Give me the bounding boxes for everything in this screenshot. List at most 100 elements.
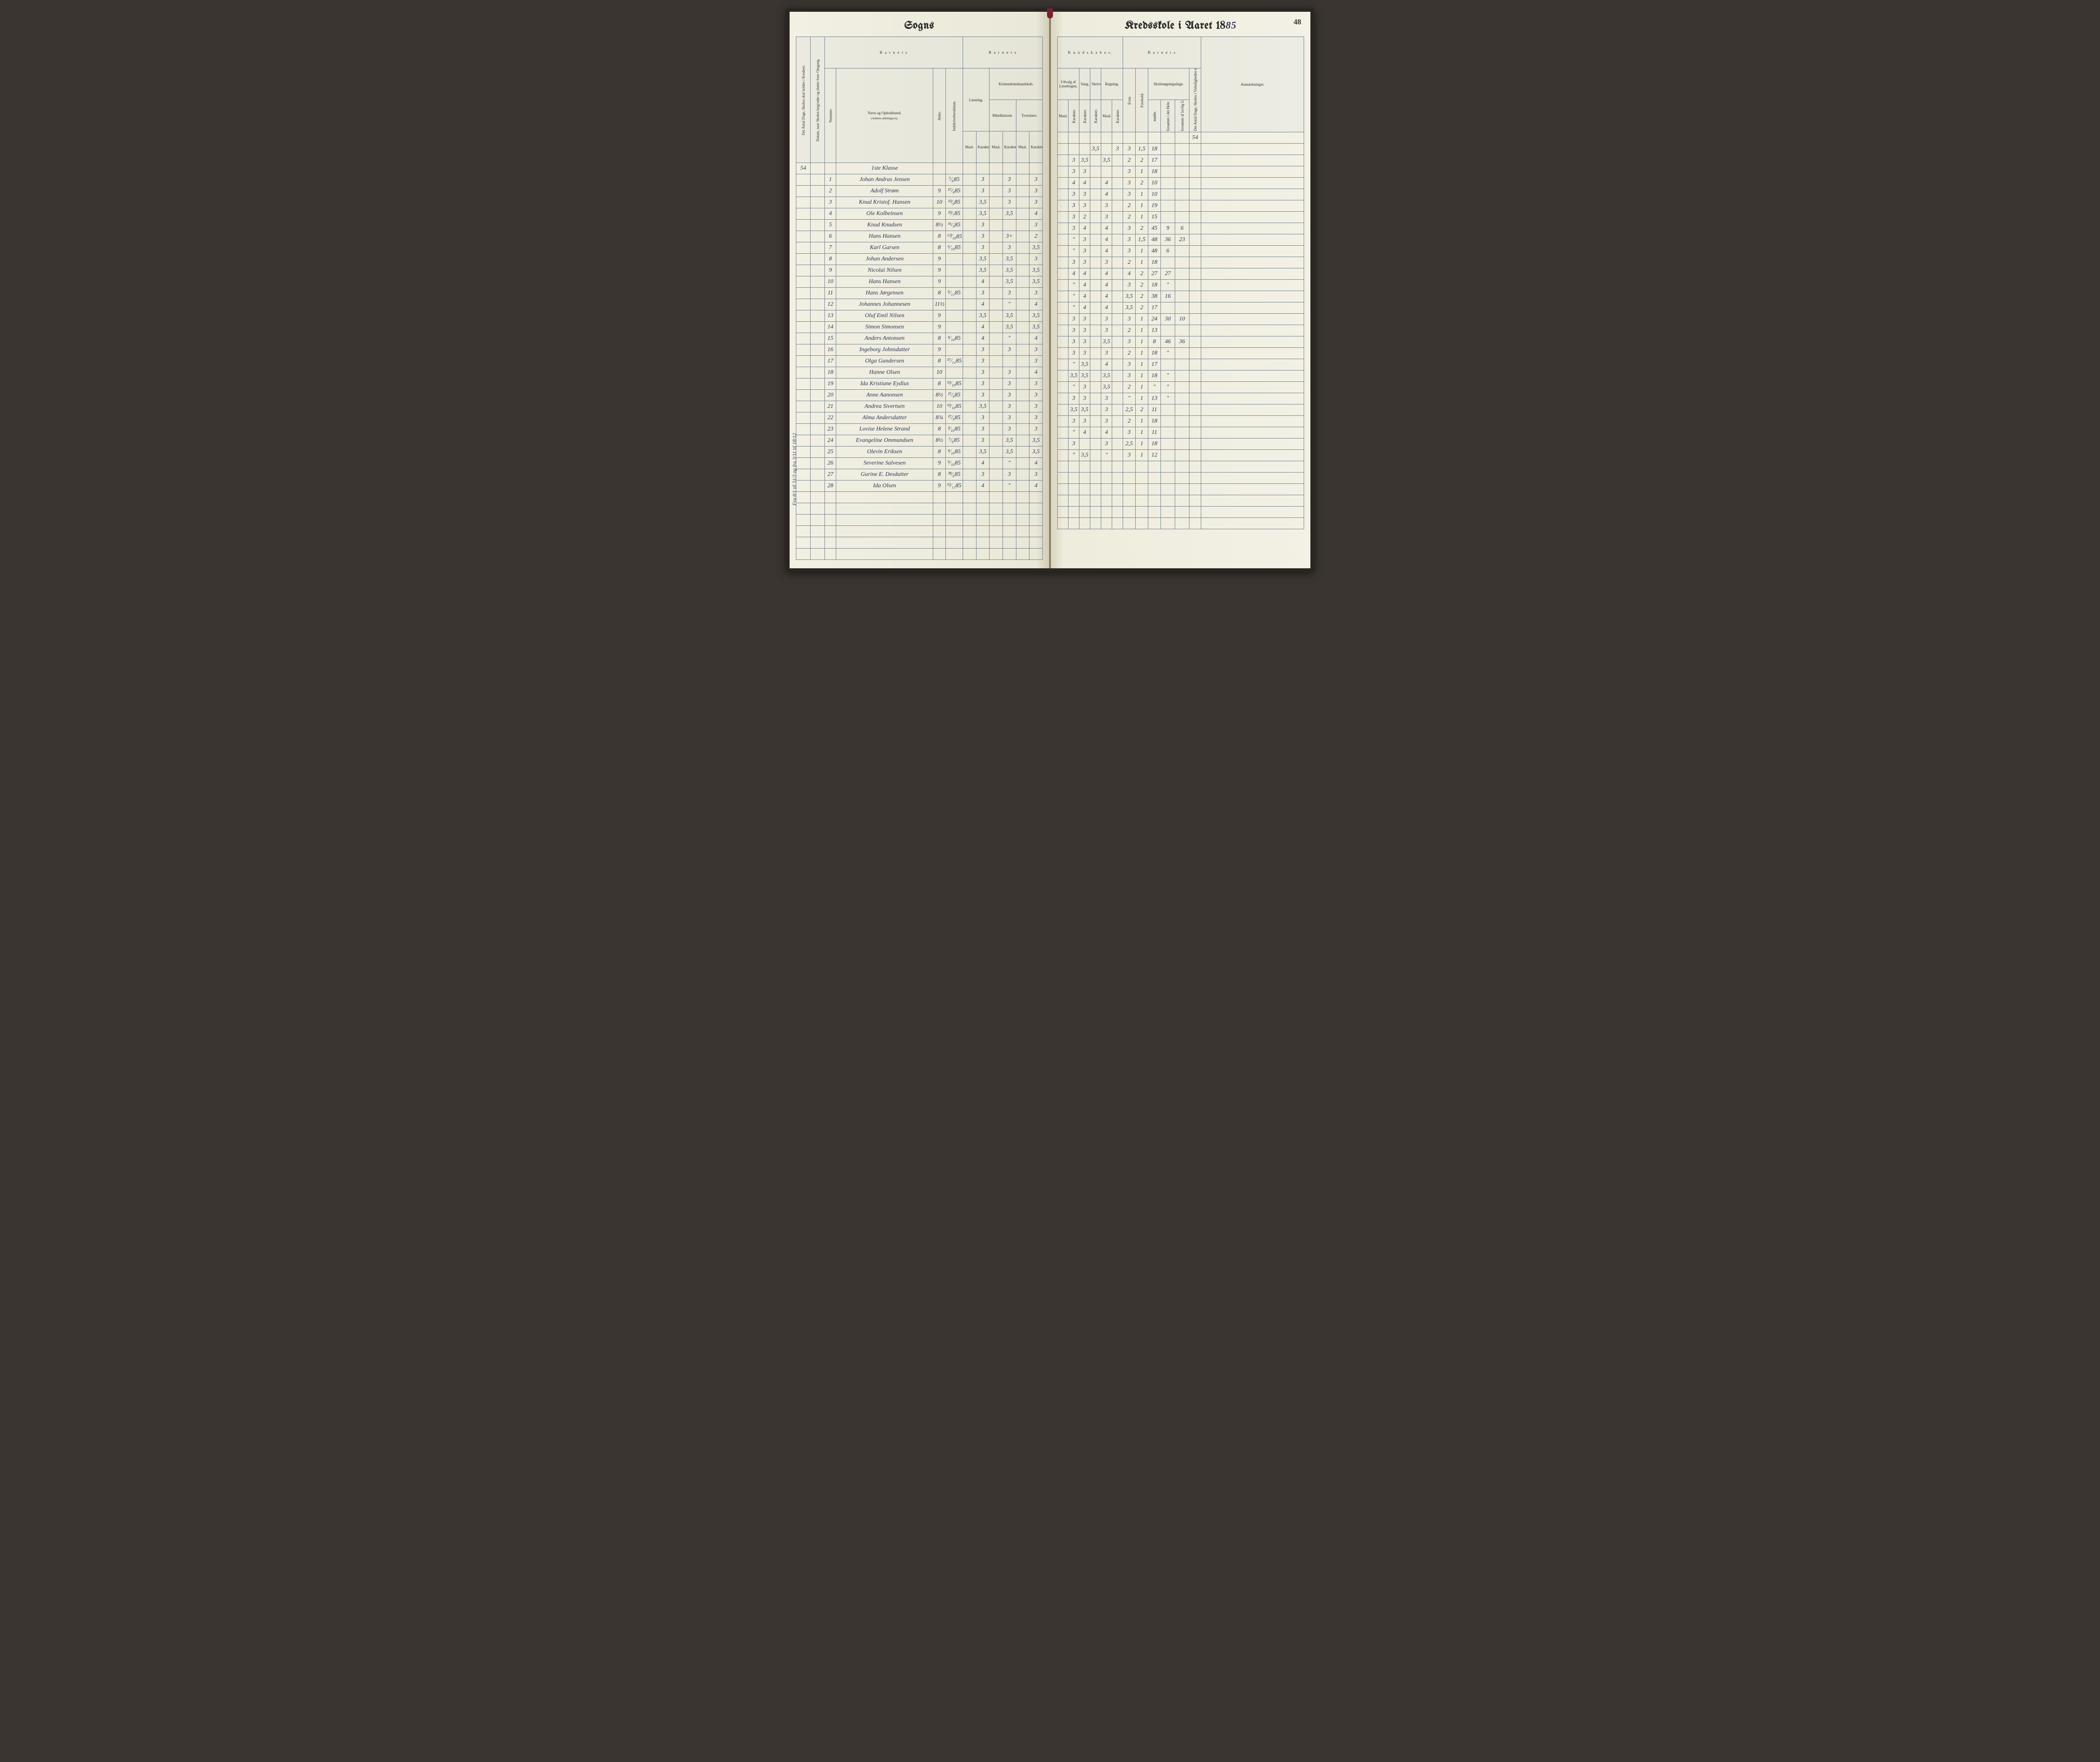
table-row: 3332118	[1058, 257, 1304, 268]
table-row: 10Hans Hansen943,53,5	[796, 276, 1043, 288]
troes-kar: 4	[1029, 367, 1043, 378]
anmerk	[1201, 166, 1304, 178]
enroll-date	[945, 276, 963, 288]
regn-kar	[1112, 257, 1123, 268]
laes-kar: 3	[976, 174, 990, 186]
bibel-kar: 3	[1003, 242, 1016, 254]
row-number: 8	[825, 254, 836, 265]
laes-kar: 3	[976, 390, 990, 401]
bibel-kar: 3	[1003, 378, 1016, 390]
udvalg-maal	[1058, 268, 1068, 280]
evne: 2	[1123, 200, 1136, 212]
udvalg-kar	[1068, 144, 1079, 155]
troes-maal	[1016, 197, 1029, 208]
row-number: 21	[825, 401, 836, 412]
table-row: 33331243010	[1058, 314, 1304, 325]
bibel-kar: 3	[1003, 412, 1016, 424]
forsomte-lov	[1175, 257, 1189, 268]
skriv-kar	[1090, 382, 1101, 393]
udvalg-kar: 3	[1068, 348, 1079, 359]
laes-kar: 3,5	[976, 197, 990, 208]
troes-kar: 3,5	[1029, 435, 1043, 446]
udvalg-maal	[1058, 189, 1068, 200]
modte: 24	[1148, 314, 1161, 325]
left-table-header: Det Antal Dage, Skolen skal holdes i Kre…	[796, 37, 1043, 163]
student-name: Hans Jørgensen	[836, 288, 933, 299]
sk-kar: Karakter.	[1090, 100, 1101, 132]
anmerk	[1201, 314, 1304, 325]
skriv-kar	[1090, 359, 1101, 370]
forhold: 1	[1136, 370, 1148, 382]
laes-kar: 4	[976, 458, 990, 469]
bibel-kar: 3,5	[1003, 322, 1016, 333]
regn-kar	[1112, 439, 1123, 450]
evne: 2	[1123, 382, 1136, 393]
troes-maal	[1016, 367, 1029, 378]
anmerk	[1201, 348, 1304, 359]
bibel-kar: 3	[1003, 186, 1016, 197]
udvalg-kar: 3	[1068, 336, 1079, 348]
modte: 18	[1148, 439, 1161, 450]
sang-kar: 3	[1079, 393, 1090, 404]
table-row: 333118	[1058, 166, 1304, 178]
left-page: Sogns Fra 8/1 til 31/3 og fra 3/11 til 1…	[790, 12, 1050, 568]
anmerk	[1201, 427, 1304, 439]
bibel-kar: 3	[1003, 390, 1016, 401]
bibel-maal	[990, 412, 1003, 424]
l-kar: Karakter.	[976, 131, 990, 163]
bibel-maal	[990, 231, 1003, 242]
regn-maal: 4	[1101, 268, 1112, 280]
row-number: 25	[825, 446, 836, 458]
bibel-maal	[990, 356, 1003, 367]
troes-kar: 3	[1029, 424, 1043, 435]
forsomte-lov	[1175, 393, 1189, 404]
forhold: 1	[1136, 393, 1148, 404]
anmerk	[1201, 268, 1304, 280]
regn-maal	[1101, 144, 1112, 155]
b-kar: Karakter.	[1003, 131, 1016, 163]
table-row: "443218"	[1058, 280, 1304, 291]
modte: 18	[1148, 416, 1161, 427]
table-row: "3431486	[1058, 246, 1304, 257]
sang-kar: 2	[1079, 212, 1090, 223]
forhold: 2	[1136, 155, 1148, 166]
troes-maal	[1016, 220, 1029, 231]
regn-maal: 3	[1101, 257, 1112, 268]
bibel-kar: 3,5	[1003, 265, 1016, 276]
col-nummer: Nummer.	[825, 68, 836, 163]
modte: 13	[1148, 325, 1161, 336]
student-name: Karl Garsen	[836, 242, 933, 254]
laes-maal	[963, 344, 976, 356]
forsomte-hele: "	[1161, 348, 1175, 359]
bibel-kar: "	[1003, 299, 1016, 310]
forsomte-lov	[1175, 246, 1189, 257]
empty-row	[796, 492, 1043, 503]
modte: 17	[1148, 155, 1161, 166]
evne: 3,5	[1123, 291, 1136, 302]
anmerk	[1201, 325, 1304, 336]
forsomte-hele: 9	[1161, 223, 1175, 234]
laes-kar: 4	[976, 333, 990, 344]
troes-maal	[1016, 333, 1029, 344]
group-skolesog: Skolesøgningsdage.	[1148, 68, 1189, 100]
forhold: 2	[1136, 268, 1148, 280]
regn-kar: 3	[1112, 144, 1123, 155]
skriv-kar	[1090, 246, 1101, 257]
modte: 19	[1148, 200, 1161, 212]
row-number: 4	[825, 208, 836, 220]
laes-maal	[963, 356, 976, 367]
forhold: 2	[1136, 404, 1148, 416]
table-row: 24Evangeline Ommundsen8½⁷⁄₆8533,53,5	[796, 435, 1043, 446]
regn-maal: 4	[1101, 302, 1112, 314]
forsomte-hele: 46	[1161, 336, 1175, 348]
right-title-prefix: Kredsskole i Aaret 18	[1125, 20, 1226, 32]
laes-maal	[963, 231, 976, 242]
row-number: 11	[825, 288, 836, 299]
skriv-kar	[1090, 370, 1101, 382]
student-name: Hans Hansen	[836, 276, 933, 288]
age: 8	[933, 242, 945, 254]
table-row: 444422727	[1058, 268, 1304, 280]
forsomte-lov	[1175, 291, 1189, 302]
forsomte-lov	[1175, 439, 1189, 450]
skriv-kar	[1090, 268, 1101, 280]
